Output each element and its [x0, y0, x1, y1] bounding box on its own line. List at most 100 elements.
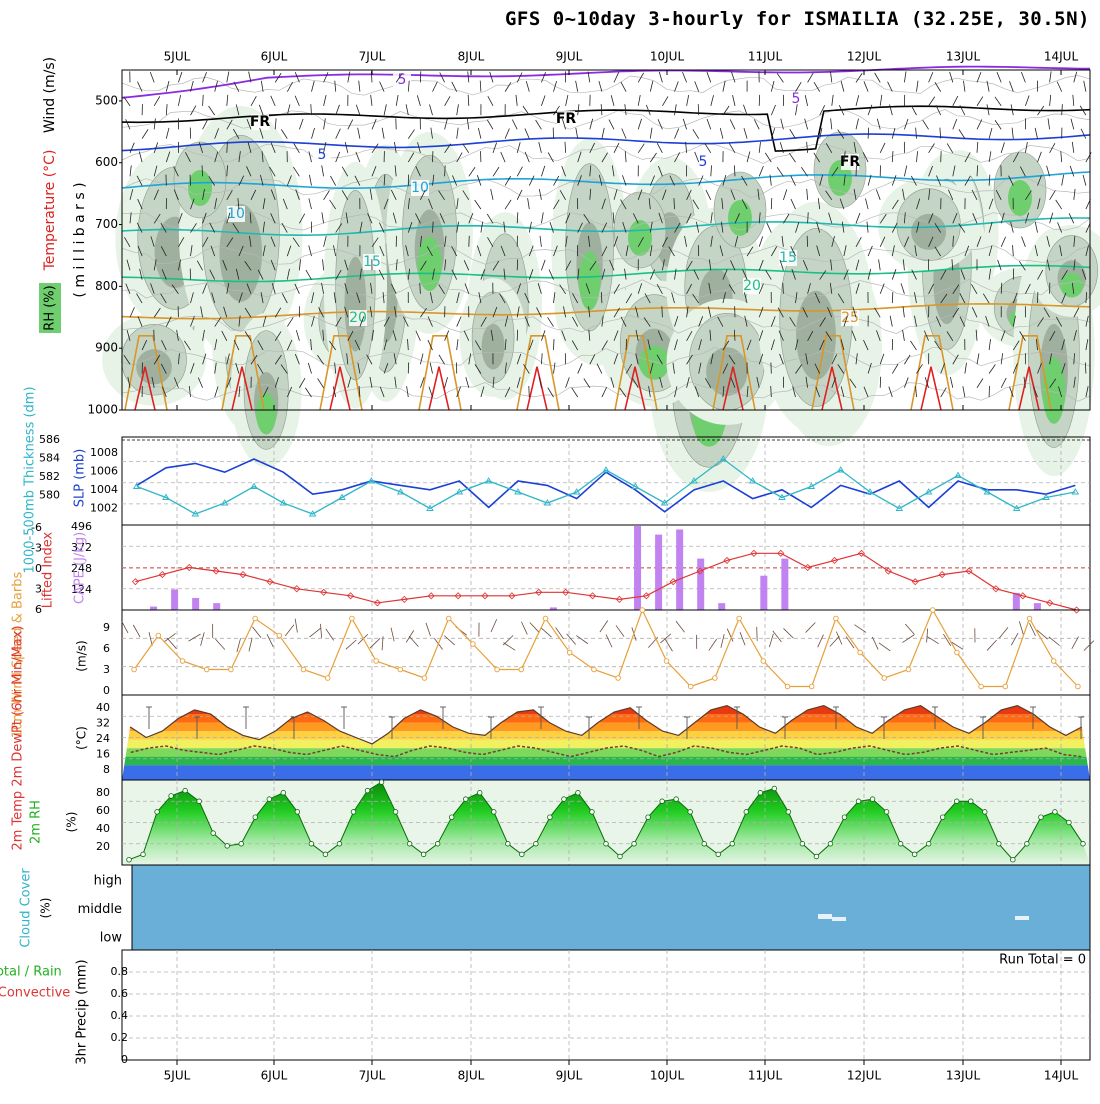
rh2m-marker: [435, 841, 440, 846]
wind-barb: [249, 638, 252, 652]
run-total: Run Total = 0: [999, 953, 1086, 968]
rh2m-marker: [954, 799, 959, 804]
wind-speed-marker: [471, 642, 476, 647]
wind-barb: [426, 623, 431, 636]
wind-speed-marker: [713, 676, 718, 681]
profile-ytick: 800: [95, 279, 118, 293]
wind-barb: [310, 628, 321, 637]
date-label-top: 11JUL: [748, 50, 783, 64]
wind-barb: [905, 624, 914, 635]
cape-bar: [150, 607, 157, 610]
wind-speed-marker: [325, 676, 330, 681]
wind-barb: [267, 634, 273, 647]
rh-contour-high: [639, 346, 670, 380]
wind-barb: [530, 622, 540, 632]
rh2m-marker: [912, 852, 917, 857]
wind-speed-marker: [156, 633, 161, 638]
wind-speed-marker: [519, 667, 524, 672]
wind10-ytick: 6: [103, 642, 110, 655]
date-label-bottom: 12JUL: [847, 1069, 882, 1083]
wind10-ytick: 9: [103, 621, 110, 634]
rh2m-marker: [1081, 841, 1086, 846]
wind-speed-marker: [1027, 616, 1032, 621]
rh2m-marker: [491, 810, 496, 815]
contour-label: 20: [743, 278, 761, 294]
wind-speed-marker: [616, 676, 621, 681]
wind-speed-marker: [398, 667, 403, 672]
wind-speed-marker: [664, 659, 669, 664]
cape-bar: [697, 559, 704, 610]
rh2m-marker: [365, 788, 370, 793]
date-label-bottom: 8JUL: [458, 1069, 485, 1083]
wind-speed-marker: [688, 684, 693, 689]
rh2m-marker: [183, 788, 188, 793]
cape-bar: [171, 589, 178, 610]
wind-speed-marker: [543, 616, 548, 621]
cape-bar: [213, 603, 220, 610]
rh2m-marker: [688, 810, 693, 815]
rh-contour-high: [628, 220, 652, 256]
rh2m-marker: [1039, 815, 1044, 820]
date-label-top: 8JUL: [458, 50, 485, 64]
wind-barb: [554, 339, 555, 350]
slp-ytick: 1002: [90, 502, 118, 515]
rh2m-marker: [618, 854, 623, 859]
date-label-top: 13JUL: [946, 50, 981, 64]
rh2m-marker: [870, 797, 875, 802]
wind-barb: [503, 643, 515, 651]
wind-speed-marker: [592, 667, 597, 672]
cape-ylabel: CAPE (J/kg): [73, 532, 88, 604]
wind-speed-marker: [350, 616, 355, 621]
rh2m-marker: [379, 780, 384, 785]
cloud-level-label: low: [100, 931, 123, 946]
wind-speed-marker: [422, 676, 427, 681]
temp-band: [122, 706, 1090, 715]
wind-barb: [556, 627, 564, 638]
rh2m-marker: [351, 810, 356, 815]
wind-speed-marker: [858, 650, 863, 655]
temp-band: [122, 723, 1090, 732]
wind-speed-marker: [374, 659, 379, 664]
wind-barb: [769, 634, 773, 647]
contour-label: 20: [349, 310, 367, 326]
rh2m-marker: [702, 841, 707, 846]
wind-barb: [521, 622, 527, 635]
wind-speed-marker: [785, 684, 790, 689]
cloud-units: (%): [39, 898, 53, 919]
cape-bar: [192, 598, 199, 610]
wind-speed-marker: [495, 667, 500, 672]
wind-barb: [662, 306, 663, 317]
rh2m-marker: [211, 831, 216, 836]
temp-band: [122, 765, 1090, 780]
li-line: [135, 553, 1076, 610]
cape-bar: [655, 535, 662, 610]
rh2m-marker: [309, 841, 314, 846]
thickness-ytick: 582: [39, 470, 60, 483]
temp2m-ytick: 40: [96, 701, 110, 714]
profile-ytick: 600: [95, 155, 118, 169]
cloud-gap: [1015, 916, 1029, 920]
rh2m-marker: [646, 815, 651, 820]
wind-barb: [491, 619, 497, 632]
wind-barb: [783, 628, 793, 638]
date-label-bottom: 11JUL: [748, 1069, 783, 1083]
rh2m-marker: [674, 797, 679, 802]
rh2m-marker: [926, 841, 931, 846]
rh2m-marker: [253, 815, 258, 820]
wind-barb: [665, 639, 672, 651]
wind-speed-marker: [834, 616, 839, 621]
rh2m-marker: [576, 790, 581, 795]
temp2m-ylabel: 2m Temp 2m DewPt (6hr Min/Max): [11, 625, 26, 850]
wind-barb: [576, 636, 587, 644]
rh2m-marker: [842, 815, 847, 820]
cloud-level-label: middle: [78, 902, 122, 917]
contour-label: 5: [318, 147, 327, 163]
wind-barb: [215, 639, 224, 649]
precip-ylabel: 3hr Precip (mm): [75, 959, 90, 1064]
wind-speed-line: [134, 610, 1078, 687]
